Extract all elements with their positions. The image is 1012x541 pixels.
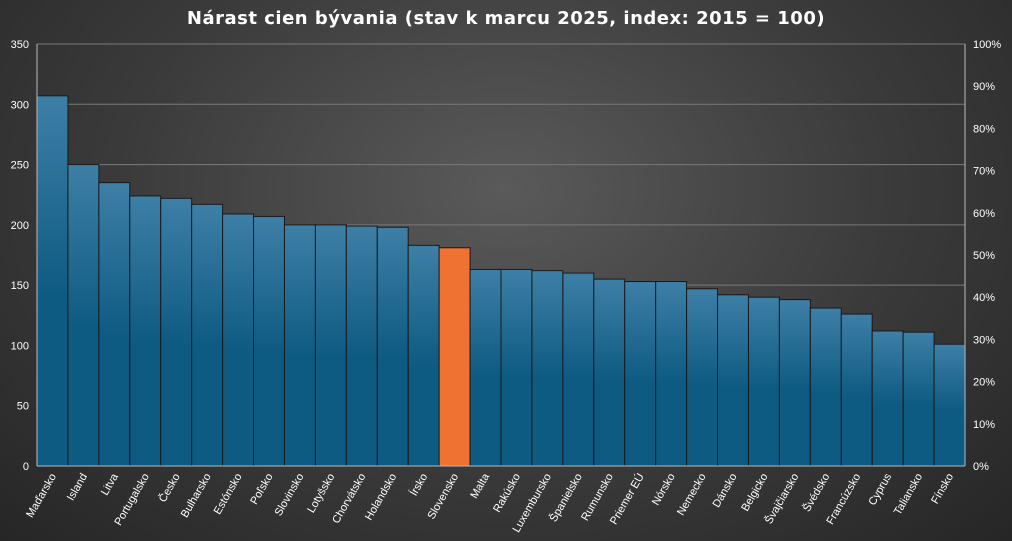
bar-18 [593, 278, 626, 467]
chart-title: Nárast cien bývania (stav k marcu 2025, … [187, 8, 825, 29]
x-label-11: Holandsko [363, 472, 399, 523]
x-label-9: Lotyšsko [305, 472, 337, 516]
x-label-2: Litva [99, 471, 121, 498]
y2-tick-10: 100% [973, 39, 1001, 51]
bar-17 [562, 272, 595, 467]
bar-4 [160, 197, 193, 467]
bar-7 [253, 215, 285, 467]
y2-tick-4: 40% [973, 292, 995, 304]
bar-11 [376, 226, 409, 467]
bar-5 [191, 203, 224, 467]
x-label-20: Nórsko [650, 472, 678, 508]
x-label-4: Česko [156, 471, 183, 505]
x-label-27: Cyprus [866, 471, 894, 508]
bar-23 [747, 296, 780, 467]
bar-29 [933, 343, 966, 467]
x-label-14: Malta [468, 471, 492, 501]
y2-tick-6: 60% [973, 208, 995, 220]
y2-tick-8: 80% [973, 123, 995, 135]
bar-6 [222, 213, 255, 467]
bar-8 [283, 224, 316, 467]
x-label-28: Taliansko [892, 472, 925, 518]
y-tick-7: 350 [11, 39, 29, 51]
bar-2 [98, 182, 131, 467]
bar-13 [438, 247, 471, 467]
bar-19 [624, 281, 657, 467]
x-label-0: Maďarsko [24, 472, 59, 520]
y-axis-ticks: 0 50 100 150 200 250 300 350 [11, 39, 29, 473]
y2-tick-3: 30% [973, 334, 995, 346]
bar-3 [129, 195, 162, 467]
bar-16 [531, 270, 564, 467]
x-label-15: Rakúsko [491, 472, 523, 515]
y2-axis-ticks: 0% 10% 20% 30% 40% 50% 60% 70% 80% 90% 100% [973, 39, 1001, 473]
x-label-13: Slovensko [425, 472, 461, 522]
bar-27 [871, 330, 904, 467]
bar-0 [36, 95, 69, 467]
x-label-23: Belgicko [739, 472, 770, 514]
y-tick-6: 300 [11, 99, 29, 111]
x-label-12: Írsko [407, 471, 430, 498]
axes [36, 44, 966, 467]
x-label-1: Island [65, 472, 90, 503]
bar-10 [345, 225, 378, 467]
x-label-5: Bulharsko [179, 472, 214, 520]
x-label-6: Estónsko [212, 472, 245, 517]
x-label-29: Fínsko [929, 472, 956, 507]
bar-28 [902, 331, 935, 467]
y-tick-2: 100 [11, 340, 29, 352]
y-tick-1: 50 [17, 401, 29, 413]
bar-26 [840, 313, 873, 467]
bar-12 [407, 244, 440, 467]
y-tick-5: 250 [11, 160, 29, 172]
x-label-25: Švédsko [800, 471, 832, 514]
bar-9 [314, 224, 347, 467]
bar-14 [469, 268, 502, 467]
bar-21 [686, 288, 719, 467]
x-label-8: Slovinsko [273, 472, 307, 519]
bar-22 [717, 294, 749, 467]
bar-15 [500, 268, 533, 467]
bar-20 [655, 281, 688, 467]
x-label-7: Poľsko [248, 472, 275, 507]
y2-tick-0: 0% [973, 461, 989, 473]
x-label-21: Nemecko [675, 472, 709, 518]
bars [36, 95, 966, 467]
bar-24 [778, 299, 811, 467]
x-label-22: Dánsko [711, 472, 740, 510]
y2-tick-1: 10% [973, 419, 995, 431]
y-tick-0: 0 [23, 461, 29, 473]
y-tick-4: 200 [11, 220, 29, 232]
y2-tick-2: 20% [973, 377, 995, 389]
y2-tick-5: 50% [973, 250, 995, 262]
bar-1 [67, 164, 100, 467]
y2-tick-7: 70% [973, 166, 995, 178]
y2-tick-9: 90% [973, 81, 995, 93]
bar-25 [809, 307, 842, 467]
y-tick-3: 150 [11, 280, 29, 292]
